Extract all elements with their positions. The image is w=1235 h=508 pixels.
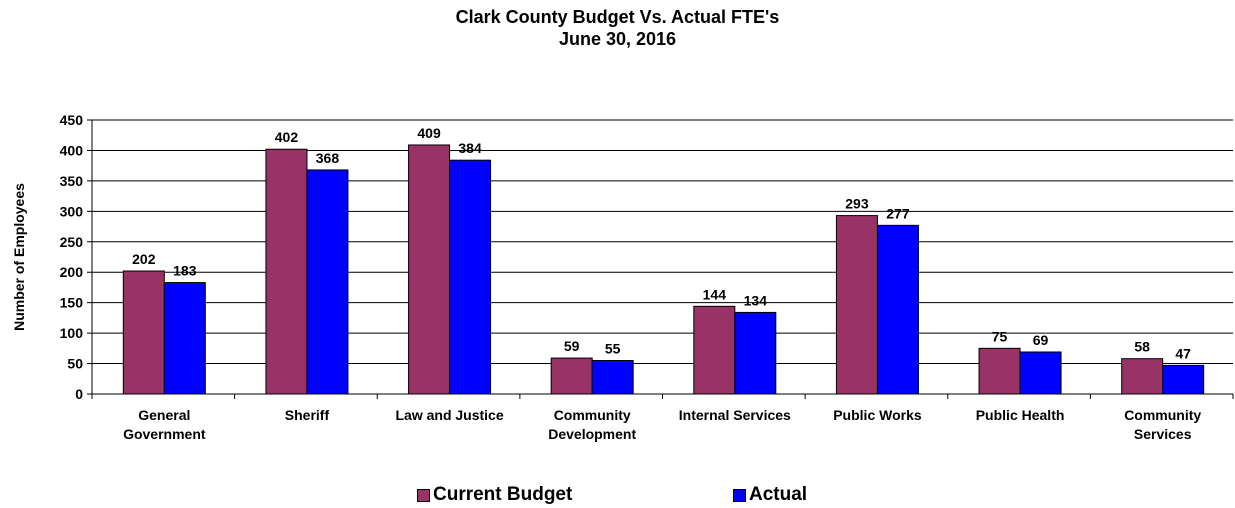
legend-item-current-budget: Current Budget	[417, 484, 572, 506]
data-label: 69	[1033, 332, 1049, 348]
y-tick-label: 400	[60, 142, 84, 158]
y-tick-label: 350	[60, 173, 84, 189]
bar-actual	[1162, 364, 1205, 395]
x-tick-label-line: General	[138, 407, 190, 423]
y-tick-label: 0	[75, 386, 83, 402]
bar-current-budget	[265, 148, 308, 395]
x-tick-label-line: Public Works	[833, 407, 922, 423]
legend-label-current-budget: Current Budget	[433, 484, 573, 505]
bar-current-budget	[122, 270, 165, 395]
data-label: 47	[1175, 345, 1191, 361]
x-tick-label: Public Health	[976, 407, 1065, 423]
data-label: 202	[132, 251, 156, 267]
data-label: 59	[564, 338, 580, 354]
x-tick-label: General Government	[123, 407, 206, 442]
x-tick-label-line: Law and Justice	[395, 407, 503, 423]
bar-current-budget	[408, 144, 451, 395]
data-label: 409	[417, 125, 441, 141]
y-tick-label: 250	[60, 234, 84, 250]
x-tick-label-line: Government	[123, 426, 206, 442]
data-label: 293	[845, 196, 869, 212]
y-tick-label: 200	[60, 264, 84, 280]
x-tick-label-line: Internal Services	[679, 407, 791, 423]
bar-current-budget	[978, 347, 1021, 395]
x-tick-label: Internal Services	[679, 407, 791, 423]
x-tick-label: Public Works	[833, 407, 922, 423]
y-tick-label: 100	[60, 325, 84, 341]
bar-current-budget	[835, 215, 878, 395]
chart-title-line: Clark County Budget Vs. Actual FTE's	[455, 7, 780, 27]
chart-title: Clark County Budget Vs. Actual FTE's Jun…	[0, 6, 1235, 50]
bar-current-budget	[1121, 358, 1164, 395]
data-label: 58	[1134, 339, 1150, 355]
x-tick-label-line: Community	[1124, 407, 1201, 423]
data-label: 368	[316, 150, 340, 166]
legend-item-actual: Actual	[733, 484, 807, 506]
data-label: 402	[275, 129, 299, 145]
bar-actual	[591, 360, 634, 395]
bar-current-budget	[550, 357, 593, 395]
legend-swatch-current-budget	[417, 488, 430, 502]
x-tick-label: Law and Justice	[395, 407, 503, 423]
bar-actual	[306, 169, 349, 395]
bar-actual	[163, 282, 206, 395]
x-tick-label-line: Services	[1134, 426, 1192, 442]
y-tick-label: 300	[60, 203, 84, 219]
x-tick-label-line: Community	[554, 407, 631, 423]
legend-swatch-actual	[733, 488, 746, 502]
data-label: 384	[458, 140, 482, 156]
x-tick-label: Community Development	[548, 407, 636, 442]
chart-subtitle-line: June 30, 2016	[558, 29, 677, 49]
x-tick-label-line: Development	[548, 426, 636, 442]
data-label: 277	[886, 205, 910, 221]
x-tick-label: Sheriff	[285, 407, 330, 423]
y-tick-label: 50	[67, 356, 83, 372]
data-label: 134	[744, 292, 768, 308]
bar-current-budget	[693, 305, 736, 395]
data-label: 144	[703, 286, 727, 302]
bar-actual	[1019, 351, 1062, 395]
data-label: 183	[173, 263, 197, 279]
y-tick-label: 150	[60, 295, 84, 311]
bar-actual	[734, 311, 777, 395]
bar-actual	[876, 224, 919, 395]
bar-actual	[449, 159, 492, 395]
y-axis-label: Number of Employees	[11, 183, 27, 331]
data-label: 75	[992, 328, 1008, 344]
y-tick-label: 450	[60, 112, 84, 128]
legend-label-actual: Actual	[749, 484, 808, 505]
data-label: 55	[605, 341, 621, 357]
x-tick-label-line: Public Health	[976, 407, 1065, 423]
x-tick-label-line: Sheriff	[285, 407, 330, 423]
x-tick-label: Community Services	[1124, 407, 1201, 442]
